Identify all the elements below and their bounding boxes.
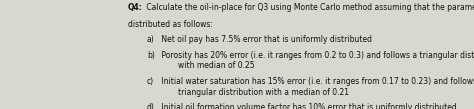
Text: d): d) <box>147 103 155 109</box>
Text: Net oil pay has 7.5% error that is uniformly distributed: Net oil pay has 7.5% error that is unifo… <box>159 35 372 44</box>
Text: Porosity has 20% error (i.e. it ranges from 0.2 to 0.3) and follows a triangular: Porosity has 20% error (i.e. it ranges f… <box>159 51 474 70</box>
Text: Q4:: Q4: <box>128 3 143 12</box>
Text: a): a) <box>147 35 155 44</box>
Text: c): c) <box>147 77 154 86</box>
Text: distributed as follows:: distributed as follows: <box>128 20 213 29</box>
Text: b): b) <box>147 51 155 60</box>
Text: Initial water saturation has 15% error (i.e. it ranges from 0.17 to 0.23) and fo: Initial water saturation has 15% error (… <box>159 77 474 97</box>
Text: Initial oil formation volume factor has 10% error that is uniformly distributed: Initial oil formation volume factor has … <box>159 103 456 109</box>
Text: Calculate the oil-in-place for Q3 using Monte Carlo method assuming that the par: Calculate the oil-in-place for Q3 using … <box>144 3 474 12</box>
